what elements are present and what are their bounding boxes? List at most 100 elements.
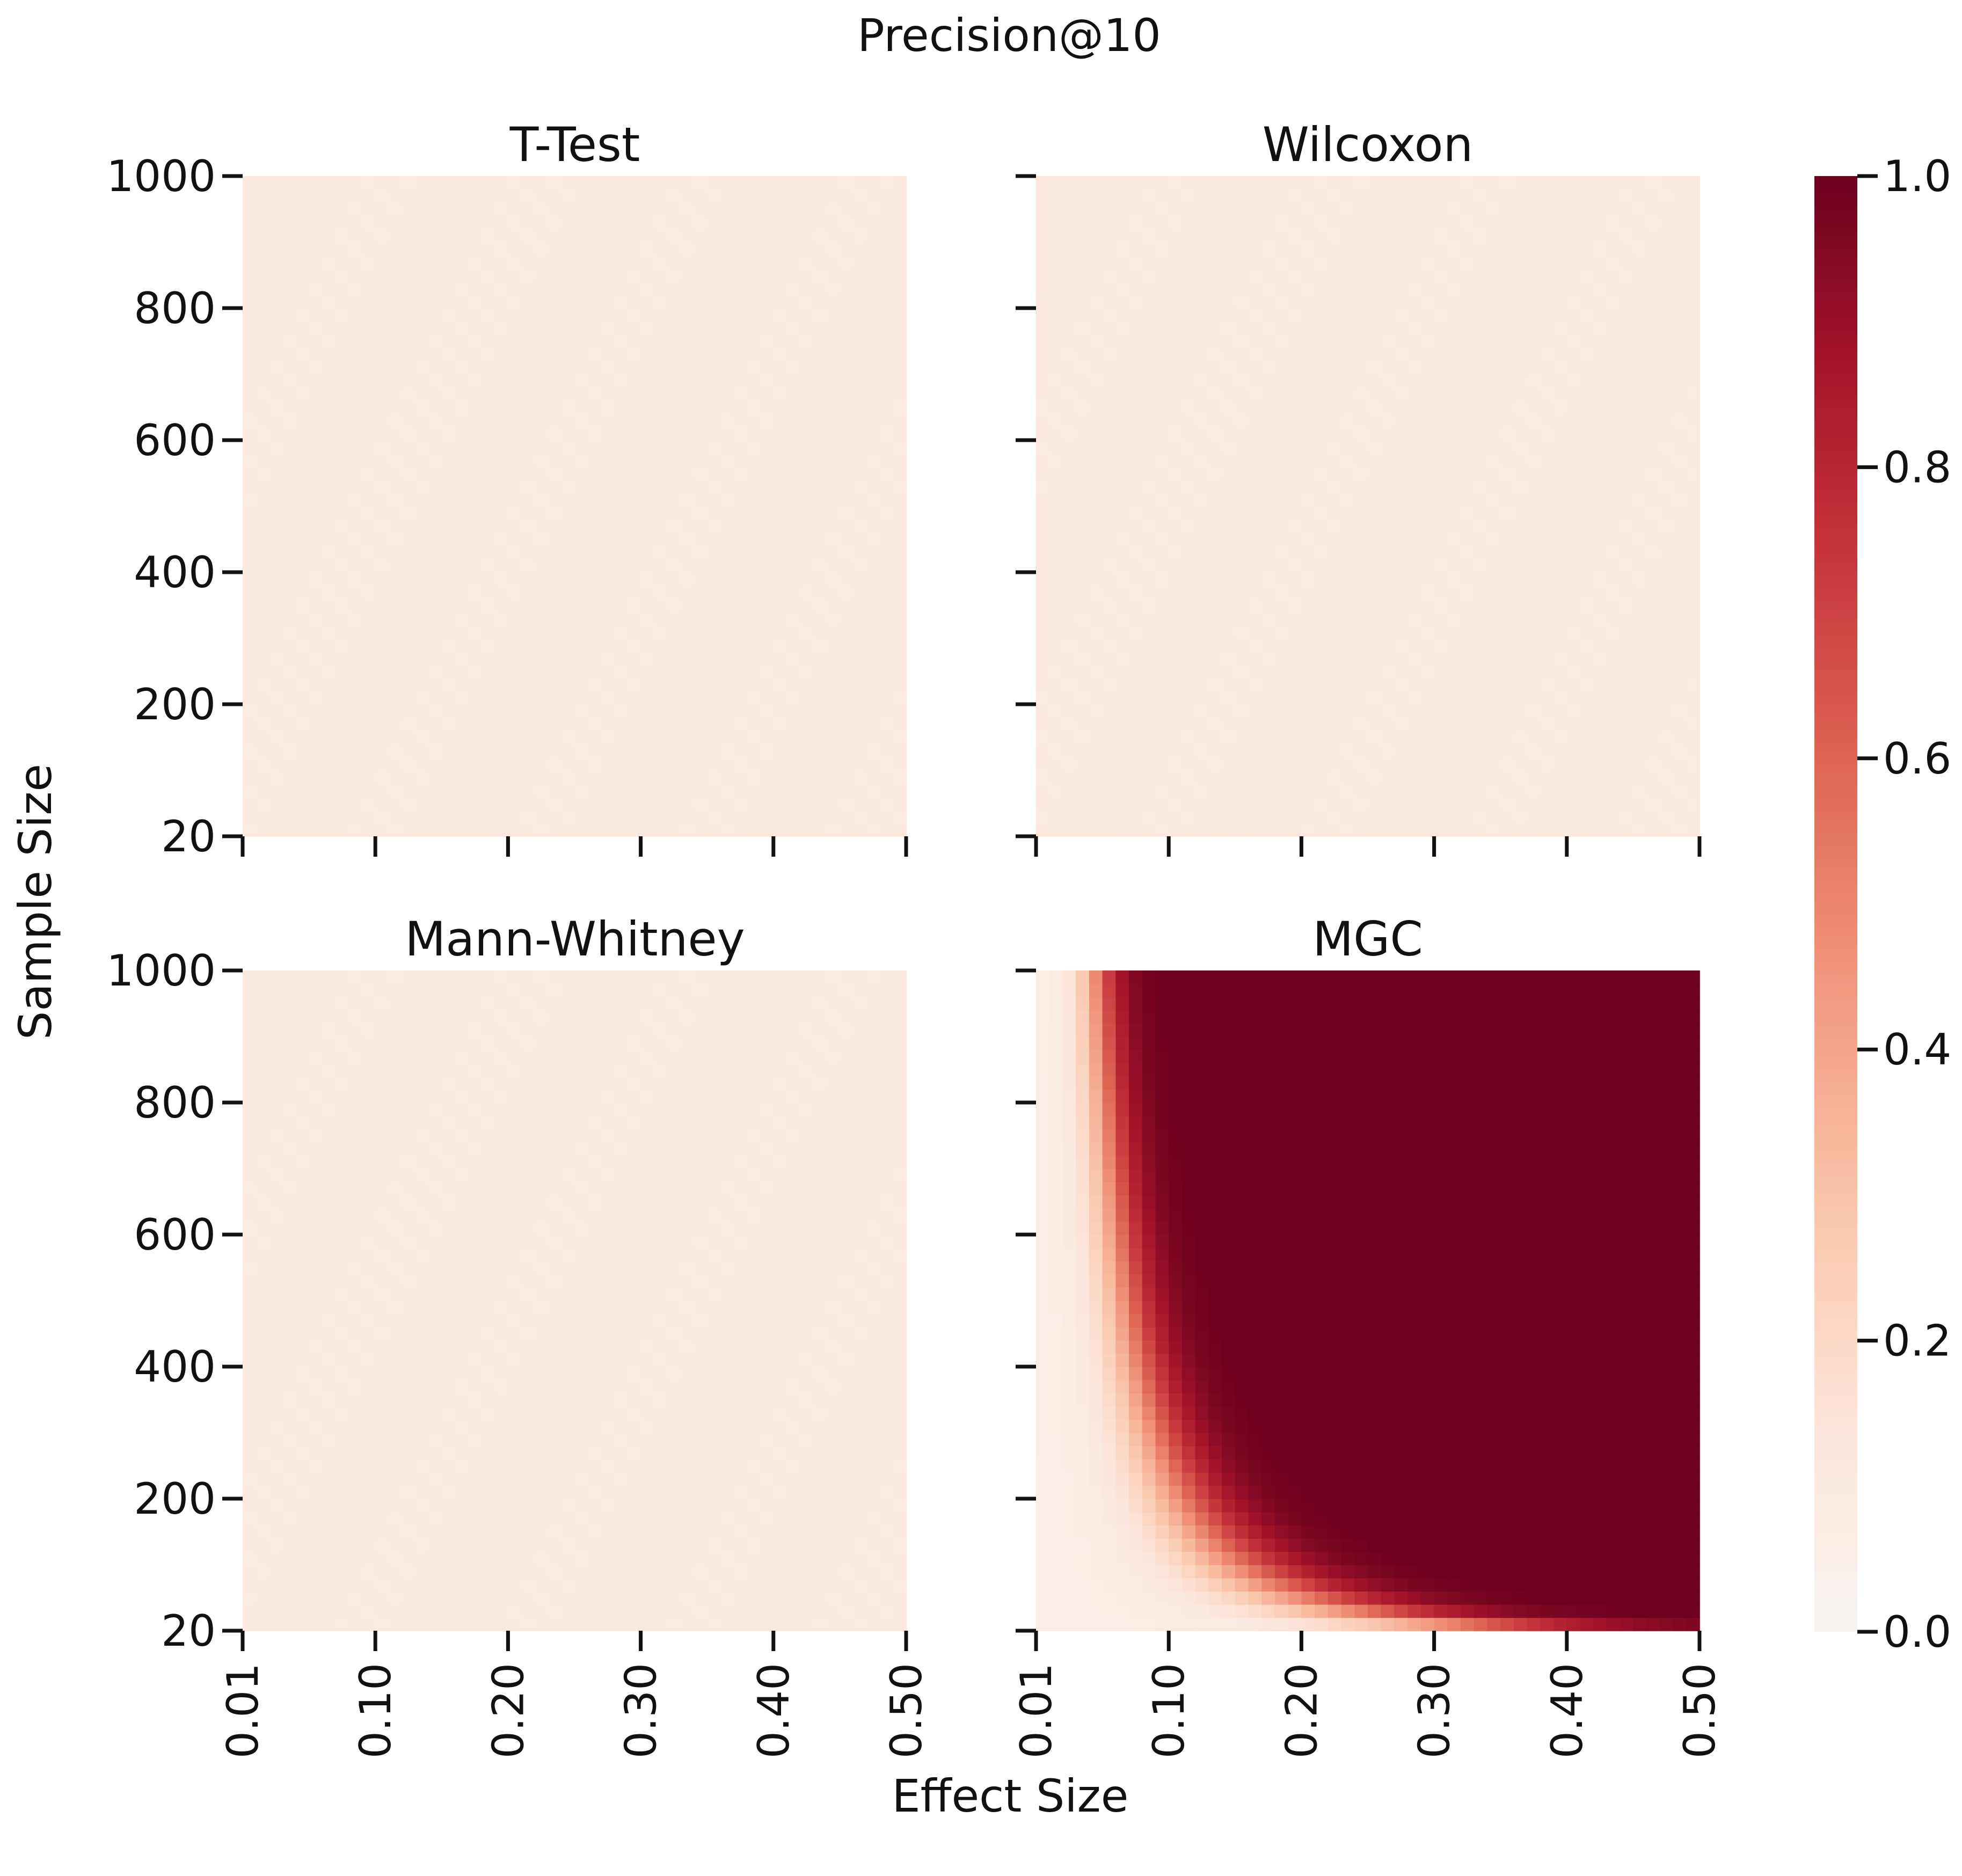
heatmap-cell — [866, 532, 880, 546]
heatmap-cell — [1646, 295, 1660, 309]
heatmap-cell — [1076, 809, 1090, 824]
heatmap-cell — [1540, 506, 1554, 520]
heatmap-cell — [614, 493, 628, 507]
heatmap-cell — [256, 229, 270, 243]
heatmap-cell — [1301, 281, 1315, 296]
heatmap-cell — [1155, 361, 1169, 375]
heatmap-cell — [733, 493, 748, 507]
heatmap-cell — [428, 374, 442, 388]
heatmap-cell — [866, 545, 880, 560]
heatmap-cell — [481, 374, 495, 388]
heatmap-cell — [1301, 532, 1315, 546]
heatmap-cell — [561, 585, 575, 599]
heatmap-cell — [853, 453, 867, 467]
heatmap-cell — [1407, 665, 1421, 678]
heatmap-cell — [879, 242, 894, 256]
heatmap-cell — [760, 823, 774, 837]
heatmap-cell — [853, 585, 867, 599]
heatmap-cell — [1195, 585, 1209, 599]
heatmap-cell — [1301, 400, 1315, 414]
heatmap-cell — [534, 559, 549, 573]
heatmap-cell — [1089, 479, 1103, 494]
heatmap-cell — [760, 783, 774, 797]
heatmap-cell — [428, 545, 442, 560]
heatmap-cell — [1646, 334, 1660, 348]
heatmap-cell — [269, 809, 283, 824]
heatmap-cell — [1606, 413, 1621, 428]
heatmap-cell — [1062, 427, 1076, 441]
heatmap-cell — [1288, 532, 1302, 546]
heatmap-cell — [853, 559, 867, 573]
heatmap-cell — [1354, 783, 1368, 797]
heatmap-cell — [826, 519, 841, 533]
heatmap-cell — [1394, 677, 1408, 692]
heatmap-cell — [893, 651, 907, 665]
heatmap-cell — [1301, 202, 1315, 216]
heatmap-cell — [1487, 255, 1501, 269]
heatmap-cell — [747, 651, 761, 665]
heatmap-cell — [707, 691, 721, 705]
heatmap-cell — [1474, 691, 1488, 705]
heatmap-cell — [1036, 242, 1050, 256]
heatmap-cell — [720, 677, 734, 692]
heatmap-cell — [1420, 545, 1435, 560]
heatmap-cell — [747, 347, 761, 362]
heatmap-cell — [893, 625, 907, 639]
heatmap-cell — [282, 770, 296, 784]
heatmap-cell — [1102, 321, 1117, 335]
heatmap-cell — [1474, 255, 1488, 269]
heatmap-cell — [256, 809, 270, 824]
heatmap-cell — [548, 295, 562, 309]
heatmap-cell — [1633, 611, 1647, 626]
heatmap-cell — [1315, 731, 1329, 744]
heatmap-cell — [1315, 321, 1329, 335]
heatmap-cell — [707, 440, 721, 454]
heatmap-cell — [322, 625, 336, 639]
heatmap-cell — [1341, 308, 1355, 322]
heatmap-cell — [1261, 638, 1275, 652]
heatmap-cell — [1142, 479, 1156, 494]
heatmap-cell — [1049, 215, 1063, 230]
heatmap-cell — [1673, 493, 1687, 507]
heatmap-cell — [1461, 770, 1475, 784]
heatmap-cell — [627, 743, 641, 758]
heatmap-cell — [654, 611, 668, 626]
heatmap-cell — [840, 466, 854, 480]
heatmap-cell — [1208, 770, 1222, 784]
heatmap-cell — [1354, 665, 1368, 678]
heatmap-cell — [1261, 242, 1275, 256]
heatmap-cell — [1368, 611, 1382, 626]
heatmap-cell — [1208, 413, 1222, 428]
heatmap-cell — [1248, 757, 1263, 771]
heatmap-cell — [428, 757, 442, 771]
heatmap-cell — [601, 413, 615, 428]
heatmap-cell — [1036, 268, 1050, 282]
heatmap-cell — [627, 440, 641, 454]
heatmap-cell — [402, 387, 416, 401]
heatmap-cell — [813, 809, 827, 824]
heatmap-cell — [243, 559, 257, 573]
heatmap-cell — [1580, 625, 1594, 639]
heatmap-cell — [853, 704, 867, 718]
heatmap-cell — [1646, 466, 1660, 480]
heatmap-cell — [335, 321, 349, 335]
heatmap-cell — [786, 572, 801, 586]
heatmap-cell — [1222, 717, 1236, 731]
heatmap-cell — [1659, 255, 1674, 269]
heatmap-cell — [760, 559, 774, 573]
heatmap-cell — [1461, 651, 1475, 665]
heatmap-cell — [654, 453, 668, 467]
heatmap-cell — [1315, 427, 1329, 441]
heatmap-cell — [1195, 189, 1209, 203]
heatmap-cell — [840, 797, 854, 811]
heatmap-cell — [243, 242, 257, 256]
heatmap-cell — [282, 651, 296, 665]
heatmap-cell — [1447, 308, 1461, 322]
heatmap-cell — [1368, 823, 1382, 837]
heatmap-cell — [309, 519, 323, 533]
heatmap-cell — [561, 347, 575, 362]
heatmap-cell — [1368, 691, 1382, 705]
heatmap-cell — [1315, 757, 1329, 771]
heatmap-cell — [1646, 611, 1660, 626]
heatmap-cell — [747, 770, 761, 784]
